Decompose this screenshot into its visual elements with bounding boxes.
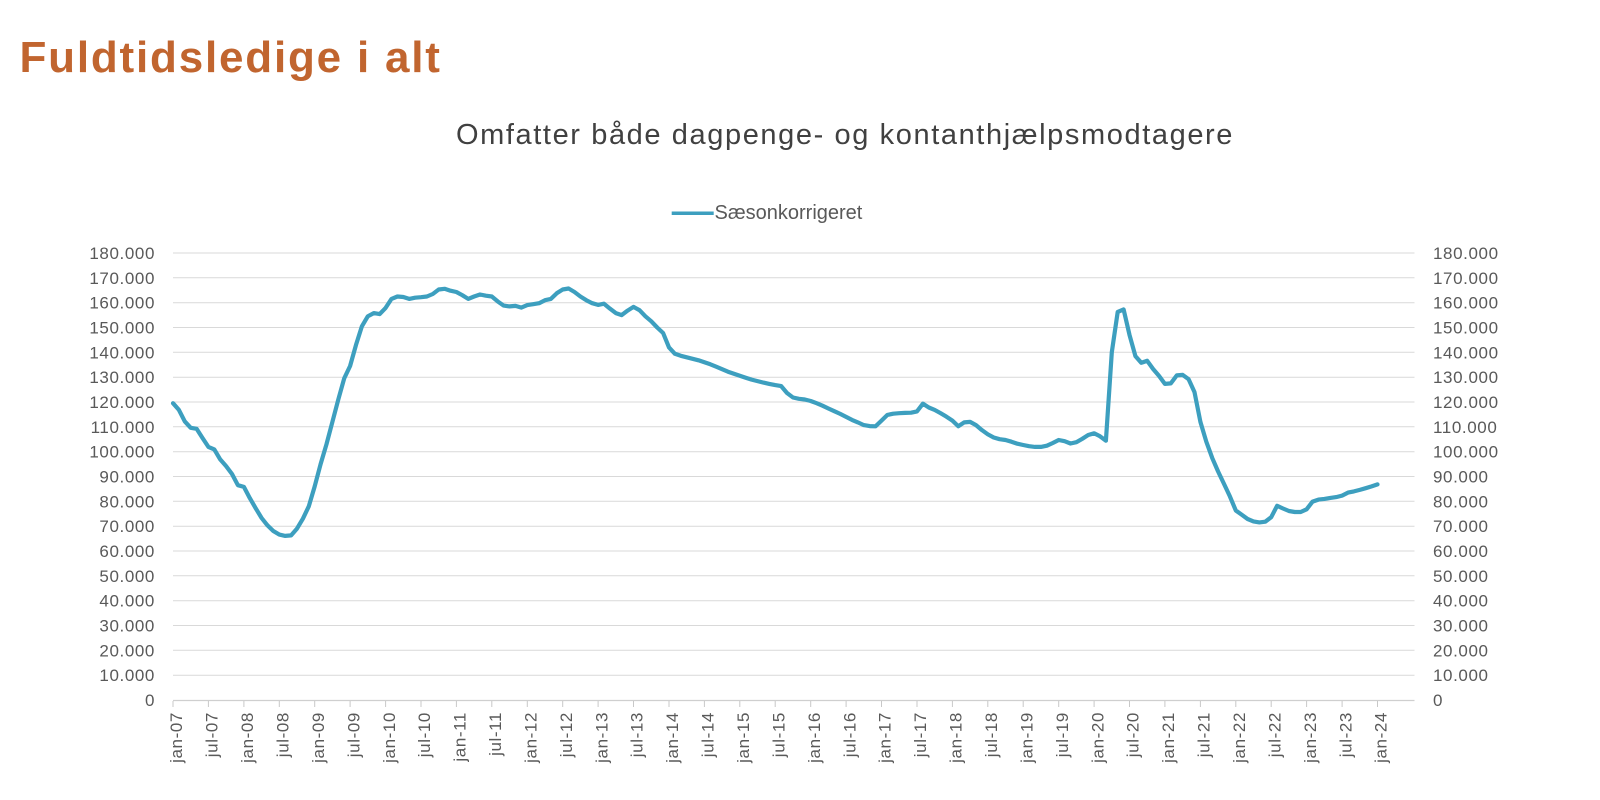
svg-text:jan-19: jan-19: [1017, 712, 1036, 764]
svg-text:jul-21: jul-21: [1195, 712, 1214, 758]
svg-text:10.000: 10.000: [99, 666, 155, 685]
svg-text:50.000: 50.000: [99, 567, 155, 586]
svg-text:jul-14: jul-14: [699, 712, 718, 758]
svg-text:20.000: 20.000: [99, 641, 155, 660]
svg-text:120.000: 120.000: [1433, 393, 1499, 412]
svg-text:jul-22: jul-22: [1265, 712, 1284, 758]
svg-text:Sæsonkorrigeret: Sæsonkorrigeret: [715, 202, 863, 224]
svg-text:160.000: 160.000: [89, 294, 155, 313]
svg-text:170.000: 170.000: [1433, 269, 1499, 288]
svg-text:jan-18: jan-18: [947, 712, 966, 764]
svg-text:jan-22: jan-22: [1230, 712, 1249, 764]
svg-text:140.000: 140.000: [1433, 343, 1499, 362]
svg-text:60.000: 60.000: [99, 542, 155, 561]
svg-text:60.000: 60.000: [1433, 542, 1489, 561]
svg-text:100.000: 100.000: [89, 443, 155, 462]
svg-text:jan-21: jan-21: [1159, 712, 1178, 764]
svg-text:jul-13: jul-13: [628, 712, 647, 758]
svg-text:Omfatter både dagpenge- og kon: Omfatter både dagpenge- og kontanthjælps…: [456, 119, 1234, 151]
svg-text:jan-23: jan-23: [1301, 712, 1320, 764]
svg-text:jul-15: jul-15: [770, 712, 789, 758]
svg-text:160.000: 160.000: [1433, 294, 1499, 313]
svg-text:120.000: 120.000: [89, 393, 155, 412]
svg-text:0: 0: [145, 691, 155, 710]
svg-text:jan-11: jan-11: [451, 712, 470, 763]
svg-text:jan-20: jan-20: [1088, 712, 1107, 764]
svg-text:jan-10: jan-10: [380, 712, 399, 764]
svg-text:140.000: 140.000: [89, 343, 155, 362]
svg-text:Fuldtidsledige i alt: Fuldtidsledige i alt: [20, 33, 442, 82]
svg-text:170.000: 170.000: [89, 269, 155, 288]
svg-text:130.000: 130.000: [1433, 368, 1499, 387]
svg-text:30.000: 30.000: [99, 617, 155, 636]
svg-text:jul-19: jul-19: [1053, 712, 1072, 758]
svg-text:jul-18: jul-18: [982, 712, 1001, 758]
svg-text:0: 0: [1433, 691, 1443, 710]
svg-text:40.000: 40.000: [99, 592, 155, 611]
svg-text:jul-08: jul-08: [274, 712, 293, 758]
svg-text:jan-15: jan-15: [734, 712, 753, 764]
svg-text:110.000: 110.000: [1433, 418, 1497, 437]
svg-text:80.000: 80.000: [99, 492, 155, 511]
svg-text:jul-23: jul-23: [1336, 712, 1355, 758]
svg-text:110.000: 110.000: [91, 418, 155, 437]
svg-text:90.000: 90.000: [1433, 468, 1489, 487]
svg-text:jan-14: jan-14: [663, 712, 682, 764]
svg-text:jul-16: jul-16: [840, 712, 859, 758]
svg-text:180.000: 180.000: [1433, 244, 1499, 263]
svg-text:jul-07: jul-07: [203, 712, 222, 758]
svg-text:jan-07: jan-07: [167, 712, 186, 764]
svg-text:jan-08: jan-08: [238, 712, 257, 764]
svg-text:50.000: 50.000: [1433, 567, 1489, 586]
svg-text:jan-17: jan-17: [876, 712, 895, 764]
svg-text:jan-16: jan-16: [805, 712, 824, 764]
svg-text:jan-09: jan-09: [309, 712, 328, 764]
svg-text:20.000: 20.000: [1433, 641, 1489, 660]
svg-text:150.000: 150.000: [89, 319, 155, 338]
svg-text:jul-09: jul-09: [344, 712, 363, 758]
svg-text:jul-20: jul-20: [1124, 712, 1143, 758]
svg-text:90.000: 90.000: [99, 468, 155, 487]
svg-text:100.000: 100.000: [1433, 443, 1499, 462]
svg-text:jan-13: jan-13: [592, 712, 611, 764]
svg-text:40.000: 40.000: [1433, 592, 1489, 611]
svg-text:jul-10: jul-10: [415, 712, 434, 758]
svg-text:70.000: 70.000: [1433, 517, 1489, 536]
svg-text:jul-11: jul-11: [486, 712, 505, 757]
svg-text:130.000: 130.000: [89, 368, 155, 387]
svg-text:150.000: 150.000: [1433, 319, 1499, 338]
svg-text:jul-17: jul-17: [911, 712, 930, 758]
svg-text:jul-12: jul-12: [557, 712, 576, 758]
svg-text:70.000: 70.000: [99, 517, 155, 536]
svg-text:jan-12: jan-12: [522, 712, 541, 764]
svg-text:180.000: 180.000: [89, 244, 155, 263]
svg-text:30.000: 30.000: [1433, 617, 1489, 636]
svg-text:jan-24: jan-24: [1372, 712, 1391, 764]
svg-text:10.000: 10.000: [1433, 666, 1489, 685]
svg-text:80.000: 80.000: [1433, 492, 1489, 511]
